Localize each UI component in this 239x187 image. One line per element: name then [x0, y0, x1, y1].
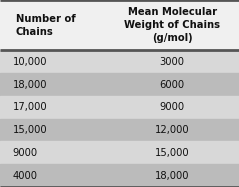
- Text: 17,000: 17,000: [13, 102, 47, 112]
- Text: 15,000: 15,000: [155, 148, 189, 158]
- Text: Number of
Chains: Number of Chains: [16, 14, 76, 37]
- Bar: [0, 96, 239, 119]
- Text: 10,000: 10,000: [13, 57, 47, 67]
- Text: 12,000: 12,000: [155, 125, 189, 135]
- Text: 18,000: 18,000: [155, 171, 189, 181]
- Text: 3000: 3000: [160, 57, 185, 67]
- Text: 18,000: 18,000: [13, 80, 47, 90]
- Bar: [0, 119, 239, 142]
- Text: Mean Molecular
Weight of Chains
(g/mol): Mean Molecular Weight of Chains (g/mol): [124, 7, 220, 43]
- Bar: [0, 0, 239, 50]
- Text: 6000: 6000: [159, 80, 185, 90]
- Bar: [0, 142, 239, 164]
- Text: 9000: 9000: [159, 102, 185, 112]
- Text: 15,000: 15,000: [13, 125, 47, 135]
- Text: 9000: 9000: [13, 148, 38, 158]
- Text: 4000: 4000: [13, 171, 38, 181]
- Bar: [0, 164, 239, 187]
- Bar: [0, 73, 239, 96]
- Bar: [0, 50, 239, 73]
